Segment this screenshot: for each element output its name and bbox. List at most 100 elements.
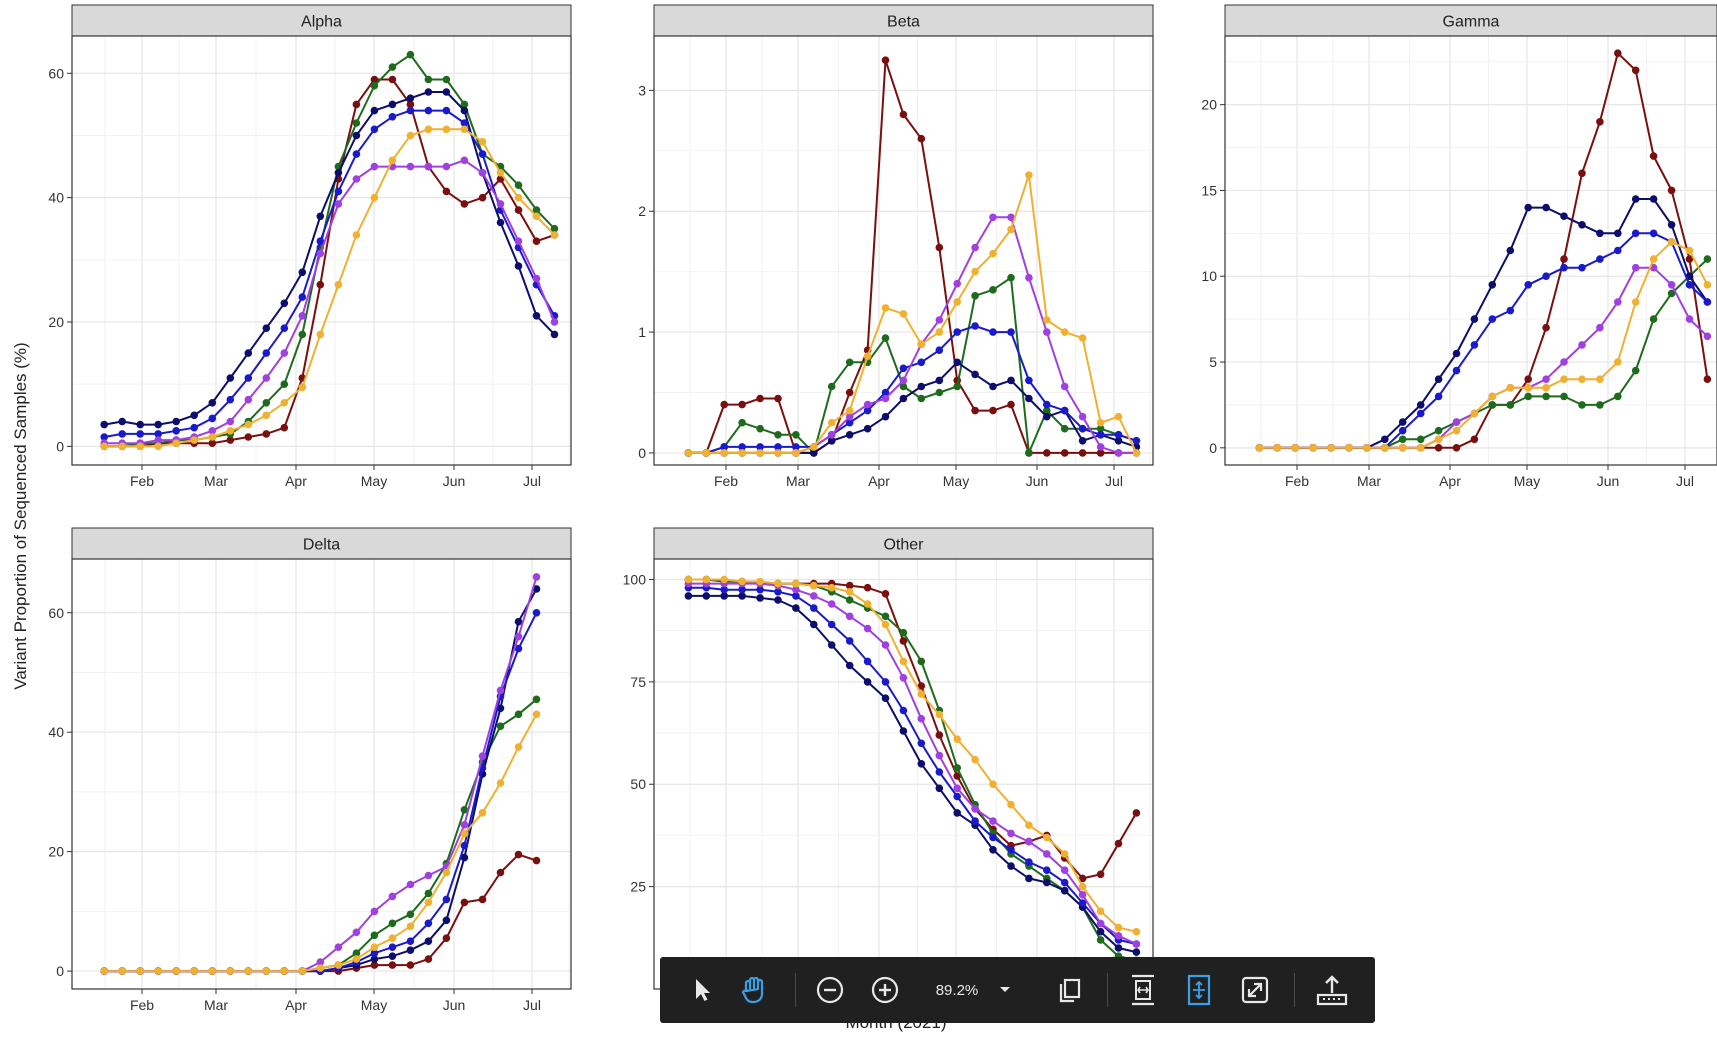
data-point xyxy=(118,442,126,451)
series-2 xyxy=(100,88,559,429)
fit-page-icon[interactable] xyxy=(1178,957,1220,1023)
data-point xyxy=(244,433,253,441)
data-point xyxy=(370,949,379,957)
data-point xyxy=(334,200,343,208)
zoom-in-icon[interactable] xyxy=(865,957,905,1023)
data-point xyxy=(899,310,908,318)
data-point xyxy=(1685,281,1694,289)
data-point xyxy=(424,871,433,880)
data-point xyxy=(1007,273,1015,282)
data-point xyxy=(953,784,961,793)
data-point xyxy=(388,919,397,928)
data-point xyxy=(1043,866,1051,874)
data-point xyxy=(1596,229,1604,238)
data-point xyxy=(720,585,728,594)
data-point xyxy=(280,324,289,333)
data-point xyxy=(845,406,854,415)
data-point xyxy=(720,443,728,451)
data-point xyxy=(1649,152,1658,160)
data-point xyxy=(1132,927,1141,936)
data-point xyxy=(298,312,307,320)
data-point xyxy=(899,657,908,666)
data-point xyxy=(406,910,415,919)
data-point xyxy=(1703,332,1712,341)
data-point xyxy=(118,967,126,975)
data-point xyxy=(1524,203,1532,212)
data-point xyxy=(460,821,469,829)
zoom-out-icon[interactable] xyxy=(810,957,850,1023)
data-point xyxy=(478,895,487,904)
data-point xyxy=(1649,255,1658,263)
x-tick-label: Jun xyxy=(1026,473,1049,489)
data-point xyxy=(953,809,961,817)
select-arrow-icon[interactable] xyxy=(682,957,722,1023)
data-point xyxy=(684,449,693,457)
data-point xyxy=(406,946,415,954)
data-point xyxy=(935,751,944,760)
x-tick-label: Apr xyxy=(285,473,307,489)
data-point xyxy=(460,119,469,127)
facet-title: Delta xyxy=(303,537,340,554)
data-point xyxy=(953,764,961,772)
data-point xyxy=(935,316,944,324)
data-point xyxy=(1470,409,1479,418)
data-point xyxy=(460,156,469,165)
data-point xyxy=(280,299,289,308)
copy-pages-icon[interactable] xyxy=(1050,957,1090,1023)
data-point xyxy=(514,206,523,214)
data-point xyxy=(424,162,433,171)
data-point xyxy=(971,755,979,764)
zoom-dropdown-icon[interactable] xyxy=(994,957,1016,1023)
data-point xyxy=(352,100,361,109)
data-point xyxy=(514,743,523,751)
data-point xyxy=(532,585,541,593)
fit-width-icon[interactable] xyxy=(1122,957,1164,1023)
data-point xyxy=(989,817,997,825)
data-point xyxy=(1327,444,1335,452)
data-point xyxy=(917,682,926,690)
data-point xyxy=(388,156,397,165)
data-point xyxy=(406,100,415,109)
data-point xyxy=(935,784,944,793)
data-point xyxy=(1273,444,1282,452)
hand-tool-icon[interactable] xyxy=(732,957,778,1023)
data-point xyxy=(1416,409,1425,418)
data-point xyxy=(1309,444,1317,452)
data-point xyxy=(774,596,782,604)
data-point xyxy=(442,934,451,942)
data-point xyxy=(370,943,379,951)
data-point xyxy=(352,928,361,937)
data-point xyxy=(532,206,541,214)
data-point xyxy=(478,150,487,158)
plot-area xyxy=(1225,36,1717,465)
x-tick-label: Feb xyxy=(130,997,154,1013)
data-point xyxy=(935,243,944,252)
panel-border xyxy=(71,558,572,990)
series-5 xyxy=(100,710,541,975)
data-point xyxy=(226,374,235,382)
data-point xyxy=(334,280,343,289)
gridlines xyxy=(654,36,1153,465)
data-point xyxy=(370,81,379,90)
data-point xyxy=(496,200,505,208)
data-point xyxy=(298,330,307,339)
zoom-level[interactable]: 89.2% xyxy=(922,957,992,1023)
fullscreen-icon[interactable] xyxy=(1234,957,1276,1023)
data-point xyxy=(532,274,541,283)
data-point xyxy=(917,657,926,666)
data-point xyxy=(1043,406,1051,415)
share-upload-icon[interactable] xyxy=(1310,957,1354,1023)
data-point xyxy=(1649,315,1658,323)
data-point xyxy=(424,919,433,928)
x-tick-label: Mar xyxy=(204,473,228,489)
data-point xyxy=(1255,444,1264,452)
y-tick-label: 40 xyxy=(48,724,64,740)
series-5 xyxy=(1255,238,1712,452)
data-point xyxy=(935,388,944,397)
data-point xyxy=(370,931,379,940)
data-point xyxy=(388,943,397,951)
data-point xyxy=(136,442,144,451)
data-point xyxy=(792,585,800,594)
data-point xyxy=(845,588,854,596)
